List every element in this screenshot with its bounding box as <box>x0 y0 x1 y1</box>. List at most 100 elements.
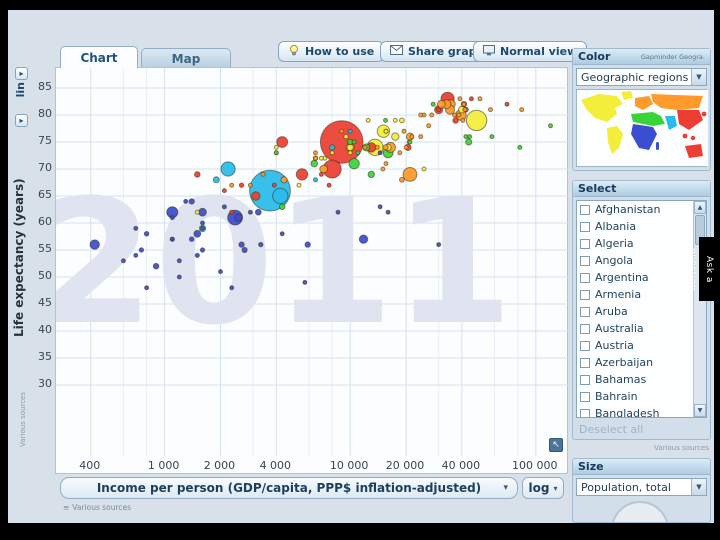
scroll-down-button[interactable]: ▼ <box>694 404 706 417</box>
tab-map[interactable]: Map <box>141 48 231 68</box>
country-bubble[interactable]: Luxembourg <box>519 107 525 113</box>
country-checkbox[interactable] <box>580 306 590 317</box>
country-bubble[interactable]: Taiwan <box>452 117 459 124</box>
country-bubble[interactable]: Fiji <box>318 171 324 177</box>
country-bubble[interactable]: Papua New Guinea <box>229 209 235 215</box>
country-bubble[interactable]: Cameroon <box>238 241 245 248</box>
country-bubble[interactable]: Vietnam <box>276 136 289 148</box>
region-map[interactable] <box>576 89 708 167</box>
country-bubble[interactable]: Saudi Arabia <box>465 138 473 146</box>
country-bubble[interactable]: Iceland <box>457 96 463 102</box>
country-bubble[interactable]: Burkina Faso <box>188 236 195 242</box>
country-checkbox[interactable] <box>580 408 590 417</box>
country-bubble[interactable]: Switzerland <box>477 96 483 102</box>
country-row[interactable]: Albania <box>577 218 692 235</box>
country-bubble[interactable]: Myanmar <box>251 191 261 201</box>
country-bubble[interactable]: Equatorial Guinea <box>436 242 442 248</box>
country-bubble[interactable]: Cote d'Ivoire <box>241 246 248 254</box>
country-bubble[interactable]: Laos <box>271 182 277 188</box>
country-bubble[interactable]: Gambia <box>200 220 205 226</box>
country-bubble[interactable]: Lithuania <box>403 144 409 150</box>
country-bubble[interactable]: Namibia <box>335 209 341 215</box>
country-row[interactable]: Armenia <box>577 286 692 303</box>
country-checkbox[interactable] <box>580 289 590 300</box>
country-bubble[interactable]: Angola <box>304 241 311 248</box>
country-bubble[interactable]: Togo <box>169 236 175 242</box>
country-checkbox[interactable] <box>580 340 590 351</box>
country-checkbox[interactable] <box>580 374 590 385</box>
country-bubble[interactable]: Israel <box>430 101 436 107</box>
country-bubble[interactable]: Mexico <box>376 124 391 138</box>
country-bubble[interactable]: Russia <box>402 167 418 182</box>
chevron-down-icon[interactable]: ▼ <box>691 479 706 495</box>
country-bubble[interactable]: Portugal <box>418 112 424 118</box>
country-bubble[interactable]: Argentina <box>391 132 400 141</box>
country-bubble[interactable]: Mongolia <box>326 182 332 188</box>
chevron-down-icon[interactable]: ▼ <box>691 69 706 85</box>
country-bubble[interactable]: Egypt <box>348 157 360 170</box>
country-bubble[interactable]: Niger <box>143 231 150 237</box>
country-checkbox[interactable] <box>580 323 590 334</box>
country-bubble[interactable]: West Bank and Gaza <box>273 150 279 156</box>
x-axis-indicator-selector[interactable]: Income per person (GDP/capita, PPP$ infl… <box>60 477 518 499</box>
country-bubble[interactable]: Malawi <box>138 247 145 253</box>
country-row[interactable]: Austria <box>577 337 692 354</box>
country-bubble[interactable]: Tajikistan <box>229 182 235 188</box>
country-bubble[interactable]: Mozambique <box>152 262 160 270</box>
country-checkbox[interactable] <box>580 238 590 249</box>
country-bubble[interactable]: Benin <box>200 225 205 231</box>
country-row[interactable]: Azerbaijan <box>577 354 692 371</box>
share-graph-button[interactable]: Share graph <box>380 41 495 62</box>
country-bubble[interactable]: Ukraine <box>319 164 329 174</box>
country-bubble[interactable]: Bolivia <box>296 182 302 188</box>
country-bubble[interactable]: Romania <box>382 144 389 151</box>
country-bubble[interactable]: Ghana <box>254 208 262 216</box>
country-bubble[interactable]: Uruguay <box>383 128 389 134</box>
country-bubble[interactable]: New Zealand <box>436 107 442 113</box>
country-bubble[interactable]: Slovakia <box>418 134 424 140</box>
country-checkbox[interactable] <box>580 272 590 283</box>
country-bubble[interactable]: Mauritania <box>247 209 253 215</box>
country-bubble[interactable]: Somalia <box>120 258 126 264</box>
country-bubble[interactable]: United States <box>465 109 488 132</box>
country-bubble[interactable]: Belarus <box>380 166 386 172</box>
size-panel-header[interactable]: Size <box>573 459 710 475</box>
country-bubble[interactable]: Kenya <box>234 213 243 222</box>
country-row[interactable]: Argentina <box>577 269 692 286</box>
select-panel-header[interactable]: Select <box>573 181 710 197</box>
country-checkbox[interactable] <box>580 391 590 402</box>
country-bubble[interactable]: Pakistan <box>272 187 289 205</box>
country-bubble[interactable]: Ireland <box>462 107 468 113</box>
chart-plot-area[interactable]: 2011ChinaIndiaUnited StatesIndonesiaBraz… <box>55 67 569 474</box>
country-bubble[interactable]: Sweden <box>461 101 467 107</box>
country-bubble[interactable]: Estonia <box>409 134 415 140</box>
country-bubble[interactable]: Kyrgyzstan <box>247 182 253 188</box>
country-bubble[interactable]: Lebanon <box>383 117 388 123</box>
zoom-reset-button[interactable]: ↖ <box>549 438 563 452</box>
country-row[interactable]: Angola <box>577 252 692 269</box>
country-bubble[interactable]: Belgium <box>456 112 462 118</box>
country-row[interactable]: Bahrain <box>577 388 692 405</box>
country-row[interactable]: Afghanistan <box>577 201 692 218</box>
country-bubble[interactable]: Azerbaijan <box>383 161 389 167</box>
country-bubble[interactable]: Nicaragua <box>273 144 279 150</box>
size-indicator-dropdown[interactable]: Population, total ▼ <box>576 478 707 496</box>
country-bubble[interactable]: Serbia <box>362 144 368 150</box>
scrollbar[interactable]: ▲ ▼ <box>693 201 706 417</box>
country-bubble[interactable]: Bulgaria <box>374 144 380 150</box>
country-checkbox[interactable] <box>580 204 590 215</box>
country-row[interactable]: Australia <box>577 320 692 337</box>
country-bubble[interactable]: Moldova <box>260 171 266 177</box>
country-bubble[interactable]: Libya <box>407 139 413 145</box>
country-bubble[interactable]: Cuba <box>392 117 398 123</box>
country-bubble[interactable]: Mali <box>199 247 206 253</box>
country-bubble[interactable]: Ecuador <box>343 133 349 140</box>
deselect-all-button[interactable]: Deselect all <box>579 423 644 436</box>
country-bubble[interactable]: El Salvador <box>318 155 324 161</box>
country-bubble[interactable]: Philippines <box>295 168 309 181</box>
country-bubble[interactable]: Czech Republic <box>426 123 432 129</box>
country-bubble[interactable]: Norway <box>488 107 493 113</box>
country-bubble[interactable]: Liberia <box>133 225 139 231</box>
country-bubble[interactable]: Guinea-Bissau <box>176 258 182 264</box>
country-bubble[interactable]: Nepal <box>212 176 220 184</box>
